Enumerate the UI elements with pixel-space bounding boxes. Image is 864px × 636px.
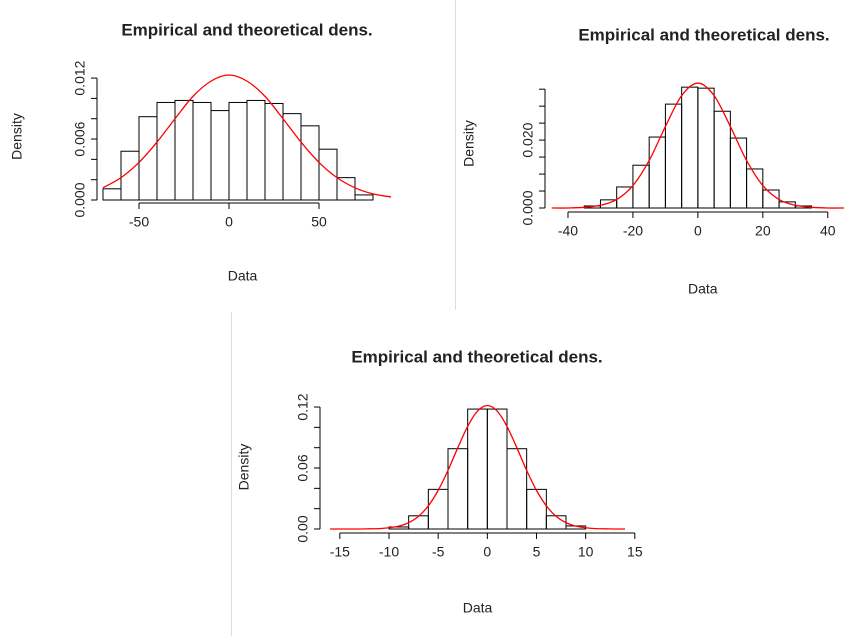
bar — [192, 101, 212, 201]
x-tick-label: -15 — [330, 544, 350, 560]
x-tick-label: 40 — [820, 223, 836, 239]
chart-title: Empirical and theoretical dens. — [121, 20, 372, 39]
y-tick-label: 0.12 — [295, 393, 311, 420]
x-axis-label: Data — [688, 281, 718, 297]
x-tick-label: -20 — [623, 223, 643, 239]
bar — [246, 99, 266, 201]
bar — [336, 177, 356, 201]
bar — [427, 488, 449, 530]
bar — [318, 148, 338, 201]
x-tick-label: 0 — [225, 214, 233, 230]
density-curve — [330, 404, 626, 530]
bar — [681, 86, 699, 209]
x-tick-label: -50 — [129, 214, 149, 230]
y-axis-label: Density — [9, 113, 25, 160]
chart-title: Empirical and theoretical dens. — [351, 347, 602, 366]
bar — [282, 113, 302, 201]
x-tick-label: 5 — [533, 544, 541, 560]
bar — [228, 101, 248, 201]
bar — [264, 102, 284, 201]
bar — [545, 515, 567, 530]
bar — [762, 189, 780, 209]
y-tick-label: 0.012 — [72, 60, 88, 95]
x-tick-label: -40 — [558, 223, 578, 239]
bar — [526, 488, 547, 530]
bar — [506, 448, 528, 530]
x-axis-label: Data — [463, 600, 493, 616]
bar — [300, 125, 320, 201]
y-tick-label: 0.000 — [520, 190, 536, 225]
x-axis-label: Data — [228, 268, 258, 284]
y-tick-label: 0.006 — [72, 121, 88, 156]
bar — [210, 110, 230, 201]
bar — [713, 110, 731, 209]
bar — [648, 136, 666, 209]
bar — [138, 116, 158, 201]
density-curve — [102, 74, 392, 198]
bar — [486, 408, 508, 530]
bar — [467, 408, 488, 530]
y-axis-label: Density — [236, 444, 252, 491]
bar — [447, 448, 469, 530]
x-tick-label: 0 — [483, 544, 491, 560]
y-tick-label: 0.00 — [295, 515, 311, 542]
bar — [102, 188, 122, 201]
x-tick-label: -10 — [379, 544, 399, 560]
bar — [408, 515, 429, 530]
y-tick-label: 0.000 — [72, 182, 88, 217]
x-tick-label: 20 — [755, 223, 771, 239]
x-tick-label: -5 — [432, 544, 445, 560]
y-tick-label: 0.06 — [295, 454, 311, 481]
bar — [632, 164, 650, 209]
y-tick-label: 0.020 — [520, 122, 536, 157]
x-tick-label: 0 — [694, 223, 702, 239]
bar — [746, 168, 764, 209]
bar — [729, 137, 748, 209]
x-tick-label: 50 — [311, 214, 327, 230]
x-tick-label: 15 — [627, 544, 643, 560]
bar — [354, 194, 374, 201]
bar — [697, 87, 715, 209]
y-axis-label: Density — [461, 120, 477, 167]
bar — [156, 101, 176, 201]
bar — [664, 103, 683, 209]
chart-title: Empirical and theoretical dens. — [578, 25, 829, 44]
density-curve — [551, 82, 845, 209]
x-tick-label: 10 — [578, 544, 594, 560]
